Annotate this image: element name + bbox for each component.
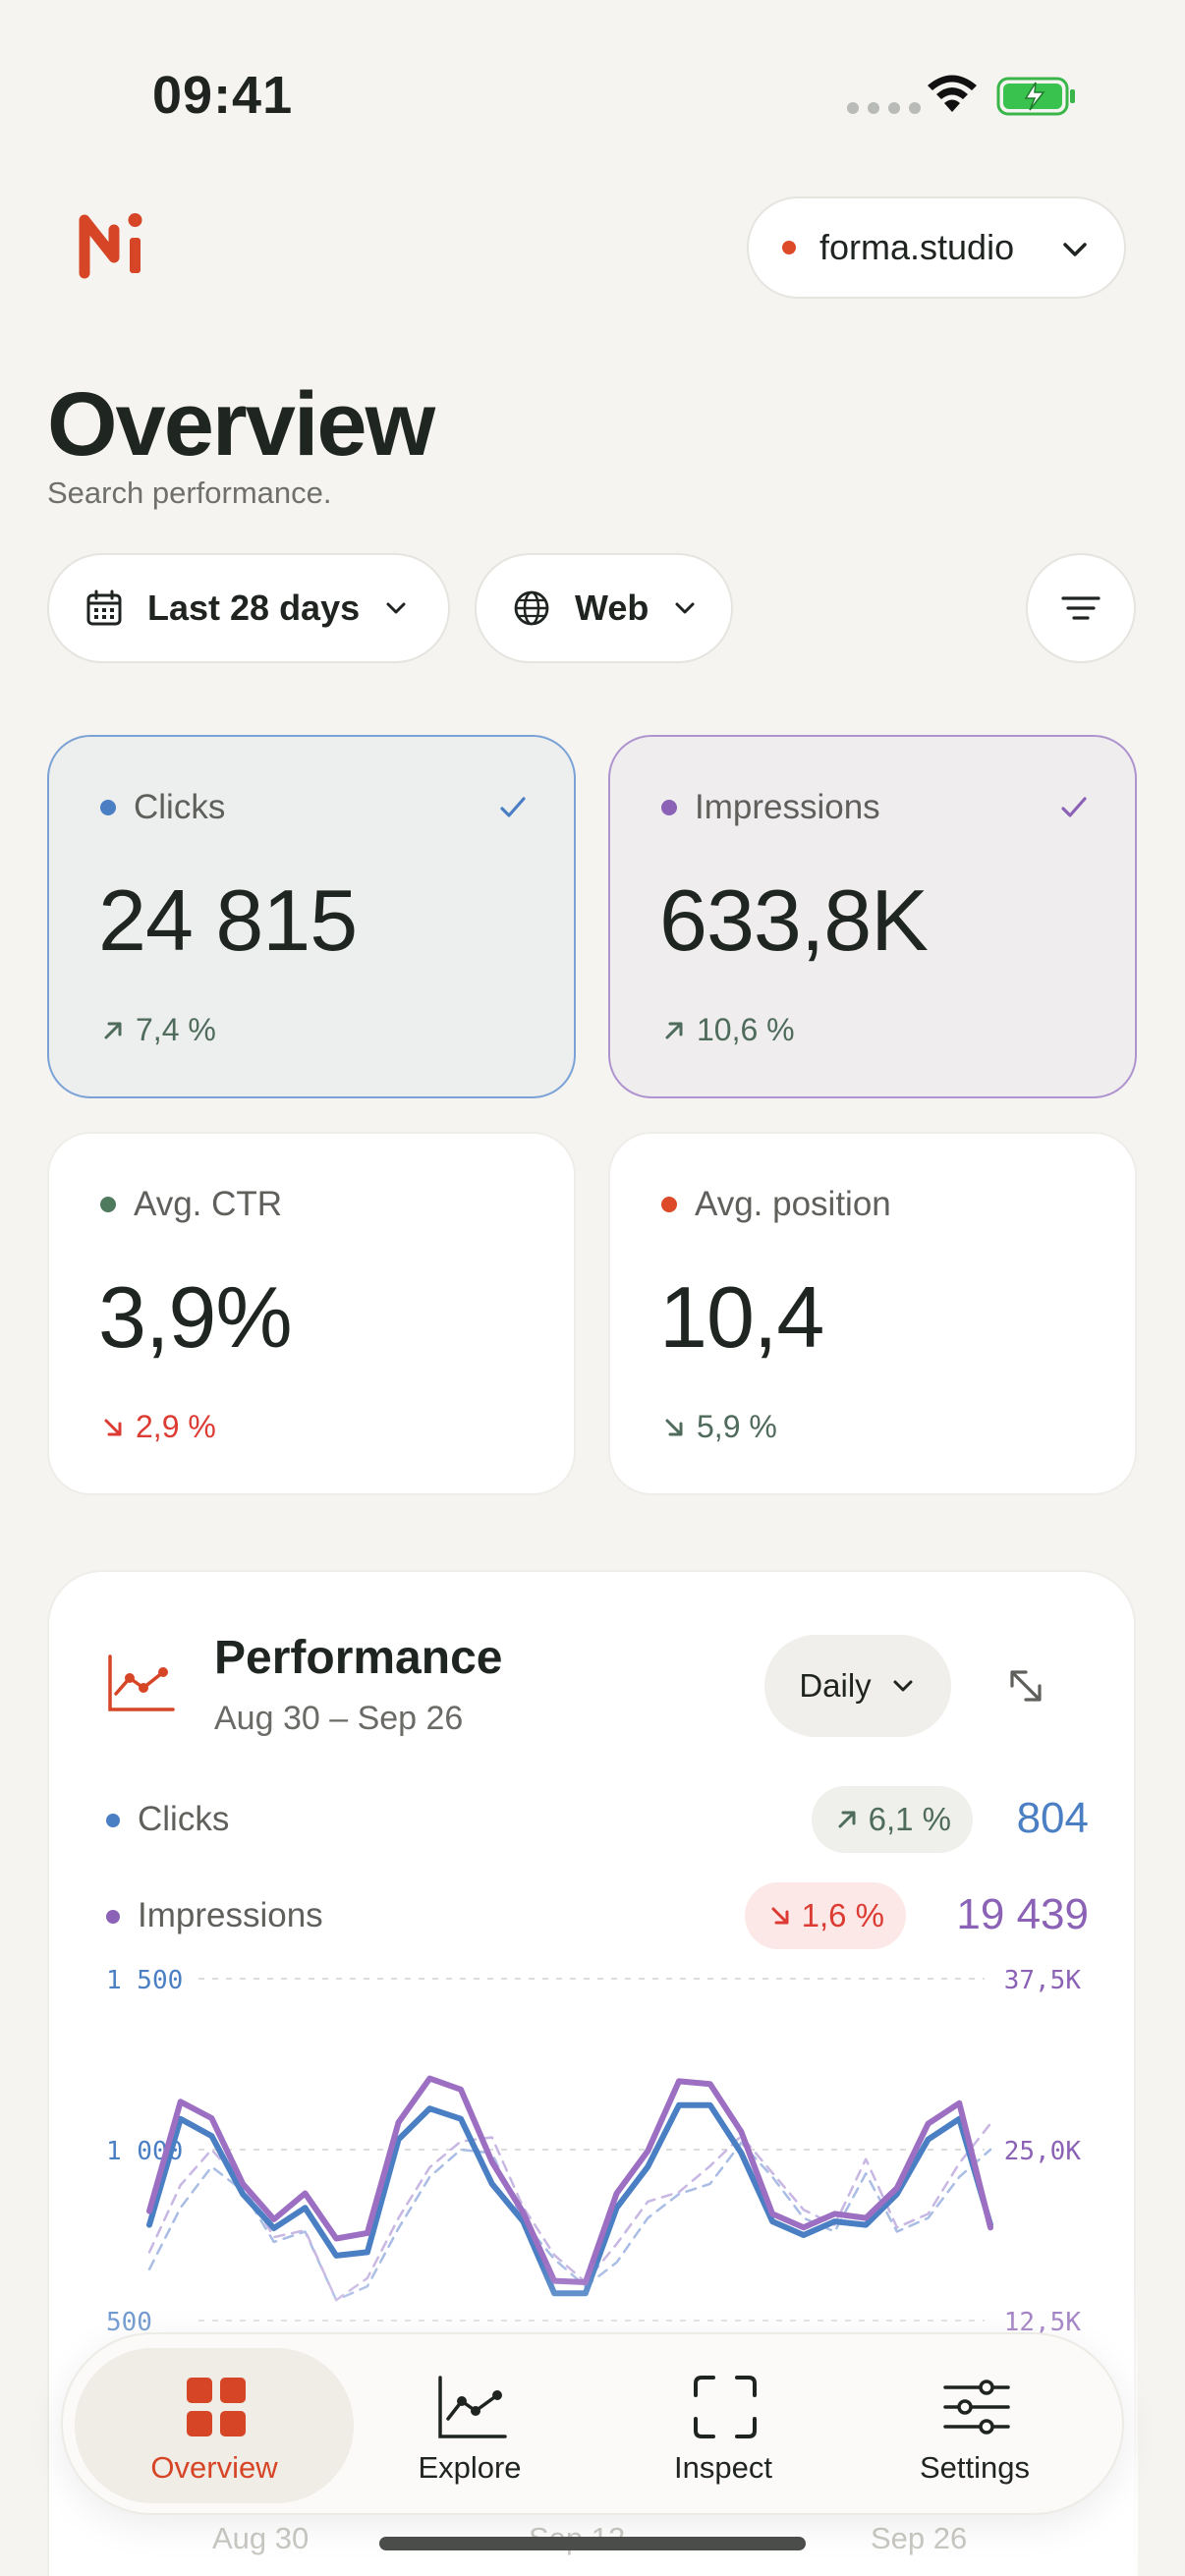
series-total: 19 439 [956, 1890, 1089, 1938]
metric-card-impressions[interactable]: Impressions 633,8K 10,6 % [608, 735, 1137, 1098]
arrow-up-right-icon [104, 1022, 122, 1038]
tab-label: Inspect [674, 2450, 772, 2485]
site-selector[interactable]: forma.studio [747, 196, 1126, 299]
cellular-signal-icon [847, 102, 921, 114]
tab-label: Explore [418, 2450, 522, 2485]
arrow-down-right-icon [771, 1907, 789, 1925]
line-chart-icon [108, 1654, 175, 1711]
series-label: Impressions [138, 1896, 323, 1934]
site-status-dot [782, 241, 796, 254]
platform-selector[interactable]: Web [475, 553, 733, 663]
page-title: Overview [47, 374, 435, 475]
home-indicator [379, 2537, 806, 2550]
tab-label: Settings [919, 2450, 1030, 2485]
metric-color-dot [100, 1197, 116, 1212]
tab-inspect[interactable]: Inspect [584, 2348, 863, 2503]
metric-delta-value: 2,9 % [136, 1409, 216, 1444]
series-delta-badge: 1,6 % [744, 1882, 906, 1949]
metric-delta: 5,9 % [659, 1409, 777, 1445]
metric-card-ctr[interactable]: Avg. CTR 3,9% 2,9 % [47, 1132, 576, 1495]
series-color-dot [106, 1910, 120, 1924]
metric-delta: 10,6 % [659, 1012, 795, 1048]
brand-logo-icon[interactable] [79, 208, 149, 279]
metric-value: 10,4 [659, 1268, 824, 1366]
arrow-down-right-icon [104, 1419, 122, 1435]
arrow-down-right-icon [665, 1419, 683, 1435]
tab-label: Overview [150, 2450, 278, 2485]
series-delta-value: 6,1 % [868, 1801, 951, 1837]
arrow-up-right-icon [665, 1022, 683, 1038]
series-summary-clicks[interactable]: Clicks 6,1 % 804 [106, 1786, 1089, 1855]
wifi-icon [928, 75, 977, 112]
checkmark-icon [1061, 797, 1087, 817]
series-line-impressions [146, 2075, 993, 2285]
series-line-clicks-previous-period [147, 2141, 992, 2302]
page-subtitle: Search performance. [47, 476, 332, 510]
tab-explore[interactable]: Explore [330, 2348, 609, 2503]
metric-value: 3,9% [98, 1268, 293, 1366]
metric-color-dot [100, 800, 116, 815]
chevron-down-icon [675, 602, 695, 614]
expand-icon[interactable] [998, 1658, 1053, 1713]
filter-lines-icon [1061, 596, 1100, 620]
tab-overview[interactable]: Overview [75, 2348, 354, 2503]
status-bar: 09:41 [0, 0, 1185, 187]
metric-delta: 2,9 % [98, 1409, 216, 1445]
metric-color-dot [661, 1197, 677, 1212]
status-time: 09:41 [152, 66, 294, 125]
date-range-selector[interactable]: Last 28 days [47, 553, 450, 663]
battery-charging-icon [996, 77, 1075, 116]
granularity-label: Daily [799, 1667, 872, 1704]
bottom-tab-bar: Overview Explore Inspect Settings [61, 2332, 1124, 2515]
series-total: 804 [1016, 1794, 1089, 1842]
series-color-dot [106, 1814, 120, 1827]
metric-label: Avg. position [695, 1185, 891, 1223]
performance-date-range: Aug 30 – Sep 26 [214, 1700, 464, 1737]
series-label: Clicks [138, 1800, 230, 1838]
metric-color-dot [661, 800, 677, 815]
x-tick-label: Sep 26 [871, 2521, 968, 2555]
metric-label: Avg. CTR [134, 1185, 283, 1223]
x-tick-label: Aug 30 [212, 2521, 310, 2555]
calendar-icon [86, 589, 122, 626]
metric-label: Impressions [695, 788, 880, 826]
chevron-down-icon [1063, 243, 1087, 256]
metric-delta-value: 10,6 % [697, 1012, 795, 1047]
y-right-tick-label: 25,0K [1004, 2137, 1082, 2166]
globe-icon [514, 590, 549, 626]
series-delta-value: 1,6 % [801, 1897, 884, 1933]
y-right-tick-label: 37,5K [1004, 1966, 1082, 1995]
site-name: forma.studio [819, 227, 1015, 267]
scan-frame-icon [694, 2376, 757, 2438]
metric-value: 24 815 [98, 871, 358, 969]
arrow-up-right-icon [838, 1811, 856, 1828]
line-chart-icon [438, 2376, 507, 2438]
metric-label: Clicks [134, 788, 226, 826]
performance-title: Performance [214, 1632, 503, 1684]
sliders-icon [943, 2380, 1010, 2435]
filter-button[interactable] [1026, 553, 1136, 663]
metric-delta-value: 5,9 % [697, 1409, 777, 1444]
checkmark-icon [500, 797, 526, 817]
grid-icon [187, 2378, 246, 2436]
y-left-tick-label: 1 500 [106, 1966, 183, 1995]
series-summary-impressions[interactable]: Impressions 1,6 % 19 439 [106, 1882, 1089, 1951]
metric-card-clicks[interactable]: Clicks 24 815 7,4 % [47, 735, 576, 1098]
series-delta-badge: 6,1 % [811, 1786, 973, 1853]
metric-delta: 7,4 % [98, 1012, 216, 1048]
metric-delta-value: 7,4 % [136, 1012, 216, 1047]
tab-settings[interactable]: Settings [835, 2348, 1114, 2503]
date-range-label: Last 28 days [147, 588, 361, 628]
metric-value: 633,8K [659, 871, 929, 969]
chevron-down-icon [893, 1680, 913, 1692]
platform-label: Web [575, 588, 649, 628]
granularity-selector[interactable]: Daily [764, 1635, 951, 1737]
metric-card-position[interactable]: Avg. position 10,4 5,9 % [608, 1132, 1137, 1495]
chevron-down-icon [386, 602, 406, 614]
